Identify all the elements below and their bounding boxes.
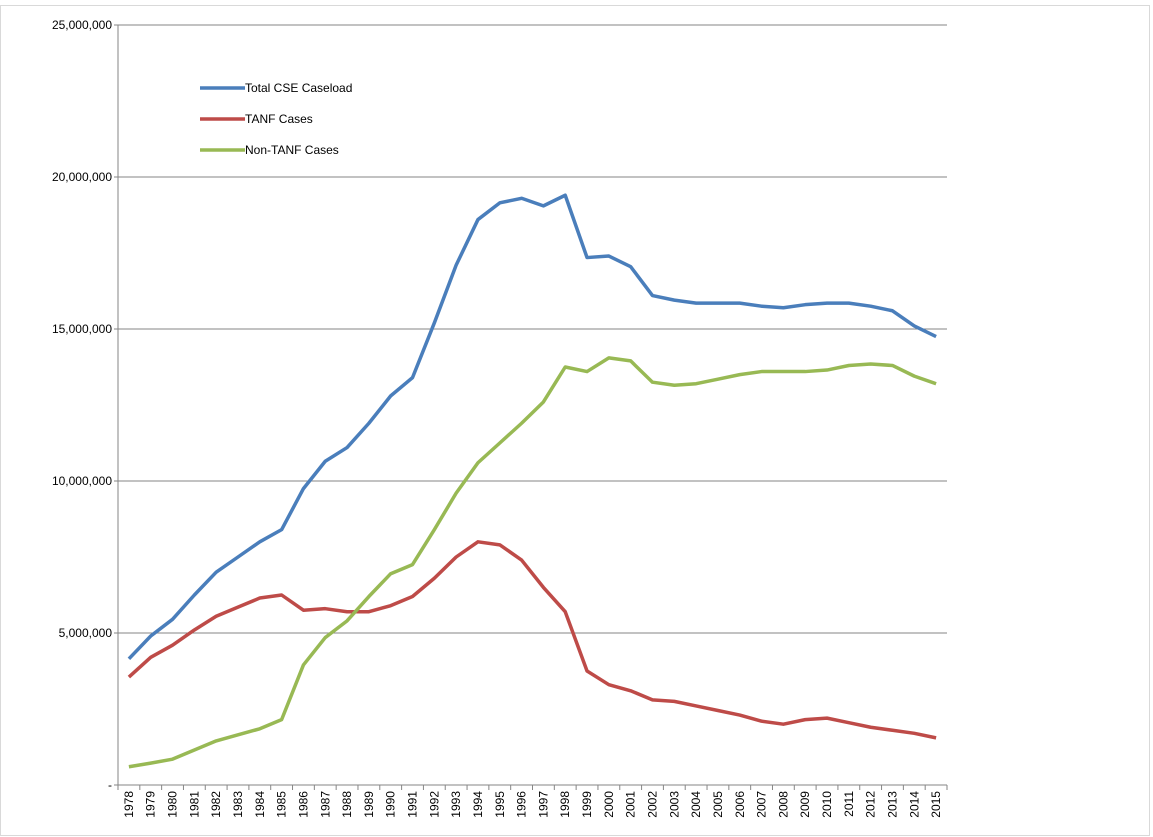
line-series bbox=[128, 356, 937, 769]
y-tick-label: 25,000,000 bbox=[52, 18, 112, 32]
x-tick-label: 1993 bbox=[449, 791, 463, 818]
x-tick-label: 1978 bbox=[122, 791, 136, 818]
x-tick-label: 2011 bbox=[842, 791, 856, 817]
x-tick-label: 2008 bbox=[776, 791, 790, 818]
legend-label: Non-TANF Cases bbox=[245, 143, 339, 157]
line-series bbox=[127, 193, 937, 661]
x-tick-label: 1984 bbox=[253, 791, 267, 818]
y-tick-label: 10,000,000 bbox=[52, 474, 112, 488]
line-series bbox=[127, 540, 937, 740]
y-tick-label: - bbox=[108, 778, 112, 792]
x-tick-label: 1981 bbox=[187, 791, 201, 818]
y-tick-label: 15,000,000 bbox=[52, 322, 112, 336]
chart-frame bbox=[0, 5, 1150, 836]
x-tick-label: 2003 bbox=[667, 791, 681, 818]
x-tick-label: 1985 bbox=[275, 791, 289, 818]
x-tick-label: 1995 bbox=[493, 791, 507, 818]
x-tick-label: 2014 bbox=[907, 791, 921, 818]
legend-label: Total CSE Caseload bbox=[245, 81, 352, 95]
x-tick-label: 1990 bbox=[384, 791, 398, 818]
x-tick-label: 2009 bbox=[798, 791, 812, 818]
x-tick-label: 2006 bbox=[733, 791, 747, 818]
x-tick-label: 1999 bbox=[580, 791, 594, 818]
x-tick-label: 2002 bbox=[645, 791, 659, 818]
x-tick-label: 1979 bbox=[144, 791, 158, 818]
x-tick-label: 1987 bbox=[318, 791, 332, 818]
x-tick-label: 1996 bbox=[515, 791, 529, 818]
x-tick-label: 1989 bbox=[362, 791, 376, 818]
x-tick-label: 2007 bbox=[755, 791, 769, 818]
x-tick-label: 1983 bbox=[231, 791, 245, 818]
x-tick-label: 2005 bbox=[711, 791, 725, 818]
x-tick-label: 2000 bbox=[602, 791, 616, 818]
x-tick-label: 1986 bbox=[296, 791, 310, 818]
x-tick-label: 1982 bbox=[209, 791, 223, 818]
x-tick-label: 1992 bbox=[427, 791, 441, 818]
x-tick-label: 2013 bbox=[885, 791, 899, 818]
x-tick-label: 2004 bbox=[689, 791, 703, 818]
y-tick-label: 20,000,000 bbox=[52, 170, 112, 184]
x-tick-label: 1997 bbox=[536, 791, 550, 818]
x-tick-label: 1994 bbox=[471, 791, 485, 818]
x-tick-label: 2001 bbox=[624, 791, 638, 818]
y-tick-label: 5,000,000 bbox=[59, 626, 113, 640]
x-tick-label: 1980 bbox=[166, 791, 180, 818]
x-tick-label: 1998 bbox=[558, 791, 572, 818]
x-tick-label: 1988 bbox=[340, 791, 354, 818]
x-tick-label: 1991 bbox=[406, 791, 420, 818]
x-tick-label: 2012 bbox=[864, 791, 878, 818]
x-tick-label: 2010 bbox=[820, 791, 834, 818]
x-tick-label: 2015 bbox=[929, 791, 943, 818]
legend-label: TANF Cases bbox=[245, 112, 313, 126]
